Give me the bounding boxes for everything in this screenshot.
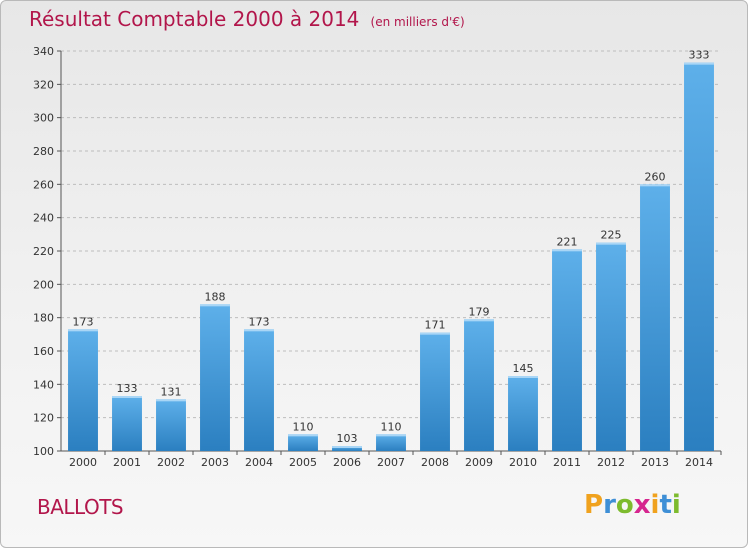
bar-value-label: 131 <box>161 385 182 398</box>
bar-value-label: 171 <box>425 319 446 332</box>
x-tick-label: 2011 <box>553 456 581 469</box>
y-tick-label: 320 <box>33 78 54 91</box>
y-tick-label: 200 <box>33 278 54 291</box>
proxiti-logo: Proxiti <box>584 490 681 520</box>
chart-title: Résultat Comptable 2000 à 2014 <box>29 7 360 31</box>
chart-subtitle: (en milliers d'€) <box>370 15 465 29</box>
y-tick-label: 220 <box>33 245 54 258</box>
x-tick-label: 2008 <box>421 456 449 469</box>
bar-value-label: 173 <box>73 315 94 328</box>
logo-letter: r <box>603 490 616 520</box>
bar <box>420 332 450 451</box>
x-tick-label: 2005 <box>289 456 317 469</box>
bar-value-label: 221 <box>557 235 578 248</box>
bar <box>552 249 582 451</box>
bar-top-highlight <box>596 242 626 245</box>
bar <box>200 304 230 451</box>
x-tick-label: 2006 <box>333 456 361 469</box>
bar-value-label: 110 <box>381 420 402 433</box>
chart-title-row: Résultat Comptable 2000 à 2014 (en milli… <box>29 7 465 31</box>
bar-top-highlight <box>288 434 318 437</box>
y-tick-label: 340 <box>33 45 54 58</box>
x-tick-label: 2001 <box>113 456 141 469</box>
bar-top-highlight <box>68 329 98 332</box>
bar-top-highlight <box>200 304 230 307</box>
bar-value-label: 225 <box>601 229 622 242</box>
bar-value-label: 260 <box>645 170 666 183</box>
bar <box>68 329 98 451</box>
bar <box>684 62 714 452</box>
bar-value-label: 179 <box>469 305 490 318</box>
x-tick-label: 2009 <box>465 456 493 469</box>
bar <box>244 329 274 451</box>
bar <box>376 434 406 451</box>
bar-top-highlight <box>420 332 450 335</box>
y-tick-label: 140 <box>33 378 54 391</box>
bar <box>640 184 670 452</box>
x-tick-label: 2012 <box>597 456 625 469</box>
y-tick-label: 120 <box>33 412 54 425</box>
y-tick-label: 280 <box>33 145 54 158</box>
x-tick-label: 2002 <box>157 456 185 469</box>
logo-letter: P <box>584 490 604 520</box>
bar-top-highlight <box>464 319 494 322</box>
logo-letter: i <box>650 490 660 520</box>
bar-value-label: 103 <box>337 432 358 445</box>
bar-value-label: 145 <box>513 362 534 375</box>
y-tick-label: 180 <box>33 312 54 325</box>
bar-top-highlight <box>552 249 582 252</box>
x-tick-labels: 2000 2001 2002 2003 2004 2005 2006 2007 2008 2009… <box>69 451 722 469</box>
y-tick-label: 100 <box>33 445 54 458</box>
bar-top-highlight <box>112 396 142 398</box>
bar-value-label: 133 <box>117 382 138 395</box>
bar <box>112 396 142 451</box>
bar-value-label: 173 <box>249 315 270 328</box>
x-tick-label: 2003 <box>201 456 229 469</box>
bar-value-label: 333 <box>689 49 710 62</box>
logo-letter: t <box>659 490 672 520</box>
bar-value-label: 188 <box>205 290 226 303</box>
bar-top-highlight <box>156 399 186 402</box>
bar <box>156 399 186 451</box>
y-tick-label: 240 <box>33 212 54 225</box>
x-tick-label: 2014 <box>685 456 713 469</box>
y-tick-label: 260 <box>33 178 54 191</box>
x-tick-label: 2000 <box>69 456 97 469</box>
logo-letter: o <box>615 490 634 520</box>
x-tick-label: 2004 <box>245 456 273 469</box>
bar-value-labels: 173 133 131 188 173 110 103 110 171 179 145 221 225 2… <box>73 49 710 445</box>
y-tick-label: 300 <box>33 112 54 125</box>
x-tick-label: 2010 <box>509 456 537 469</box>
bar <box>288 434 318 451</box>
bar-top-highlight <box>332 446 362 448</box>
x-tick-label: 2007 <box>377 456 405 469</box>
bar-value-label: 110 <box>293 420 314 433</box>
bar-top-highlight <box>376 434 406 437</box>
y-tick-labels: 100 120 140 160 180 200 220 240 260 280 300 320 340 <box>33 45 54 458</box>
bars <box>68 62 714 452</box>
bar-top-highlight <box>684 62 714 65</box>
commune-name: BALLOTS <box>37 495 124 519</box>
bar <box>332 446 362 451</box>
bar <box>596 242 626 451</box>
bar <box>508 376 538 451</box>
bar-top-highlight <box>508 376 538 378</box>
y-tick-label: 160 <box>33 345 54 358</box>
bar-top-highlight <box>244 329 274 332</box>
x-tick-label: 2013 <box>641 456 669 469</box>
logo-letter: x <box>633 490 651 520</box>
bar-top-highlight <box>640 184 670 187</box>
logo-letter: i <box>671 490 681 520</box>
bar <box>464 319 494 451</box>
